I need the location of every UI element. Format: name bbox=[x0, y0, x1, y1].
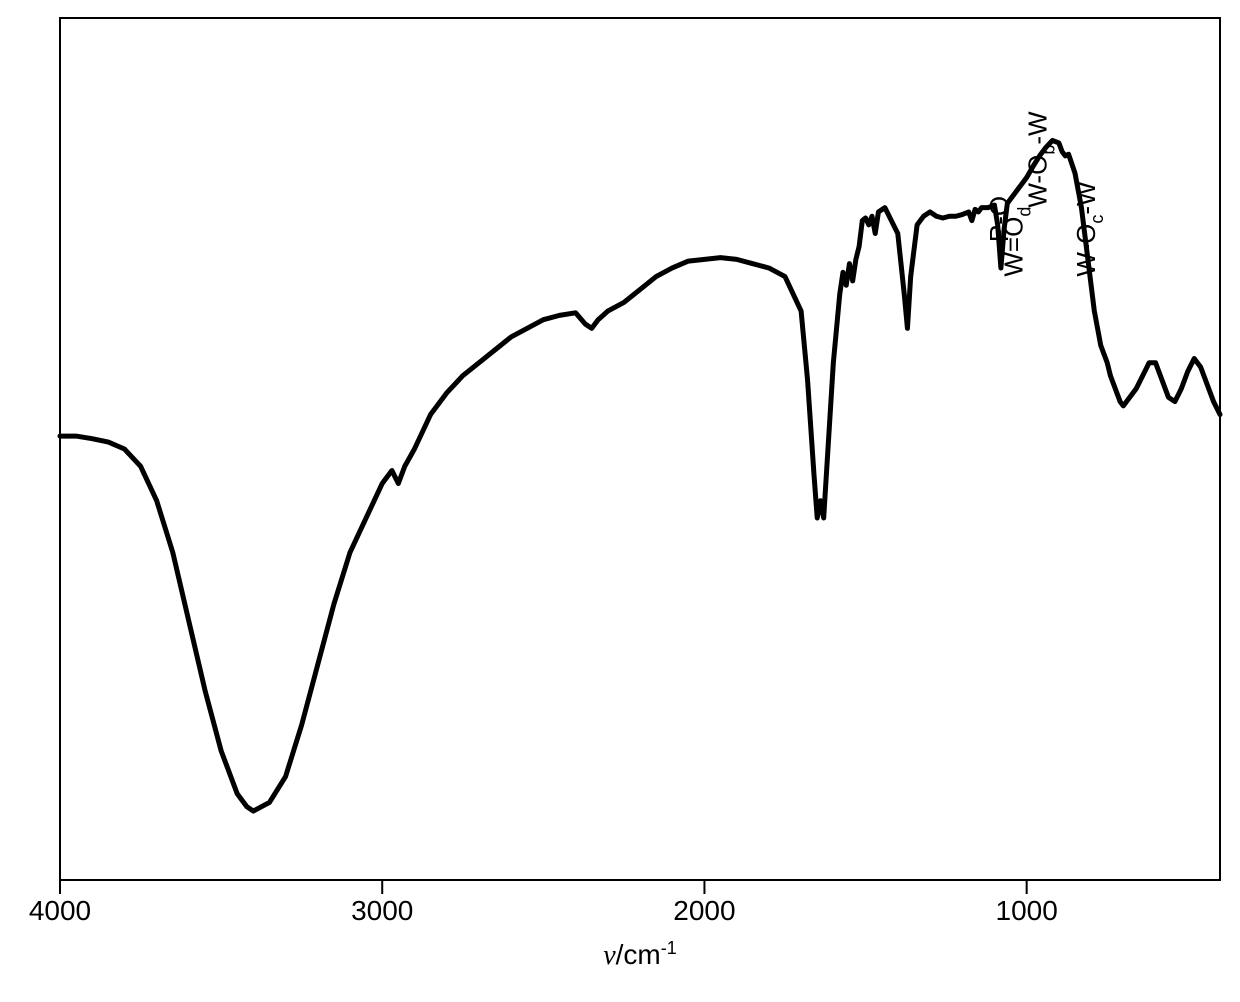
ir-spectrum-chart: 4000300020001000ν/cm-1P-OW=OdW-Ob-WW-Oc-… bbox=[0, 0, 1240, 1002]
chart-container: 4000300020001000ν/cm-1P-OW=OdW-Ob-WW-Oc-… bbox=[0, 0, 1240, 1002]
x-tick-label: 1000 bbox=[996, 895, 1058, 926]
x-tick-label: 2000 bbox=[673, 895, 735, 926]
x-tick-label: 4000 bbox=[29, 895, 91, 926]
x-tick-label: 3000 bbox=[351, 895, 413, 926]
